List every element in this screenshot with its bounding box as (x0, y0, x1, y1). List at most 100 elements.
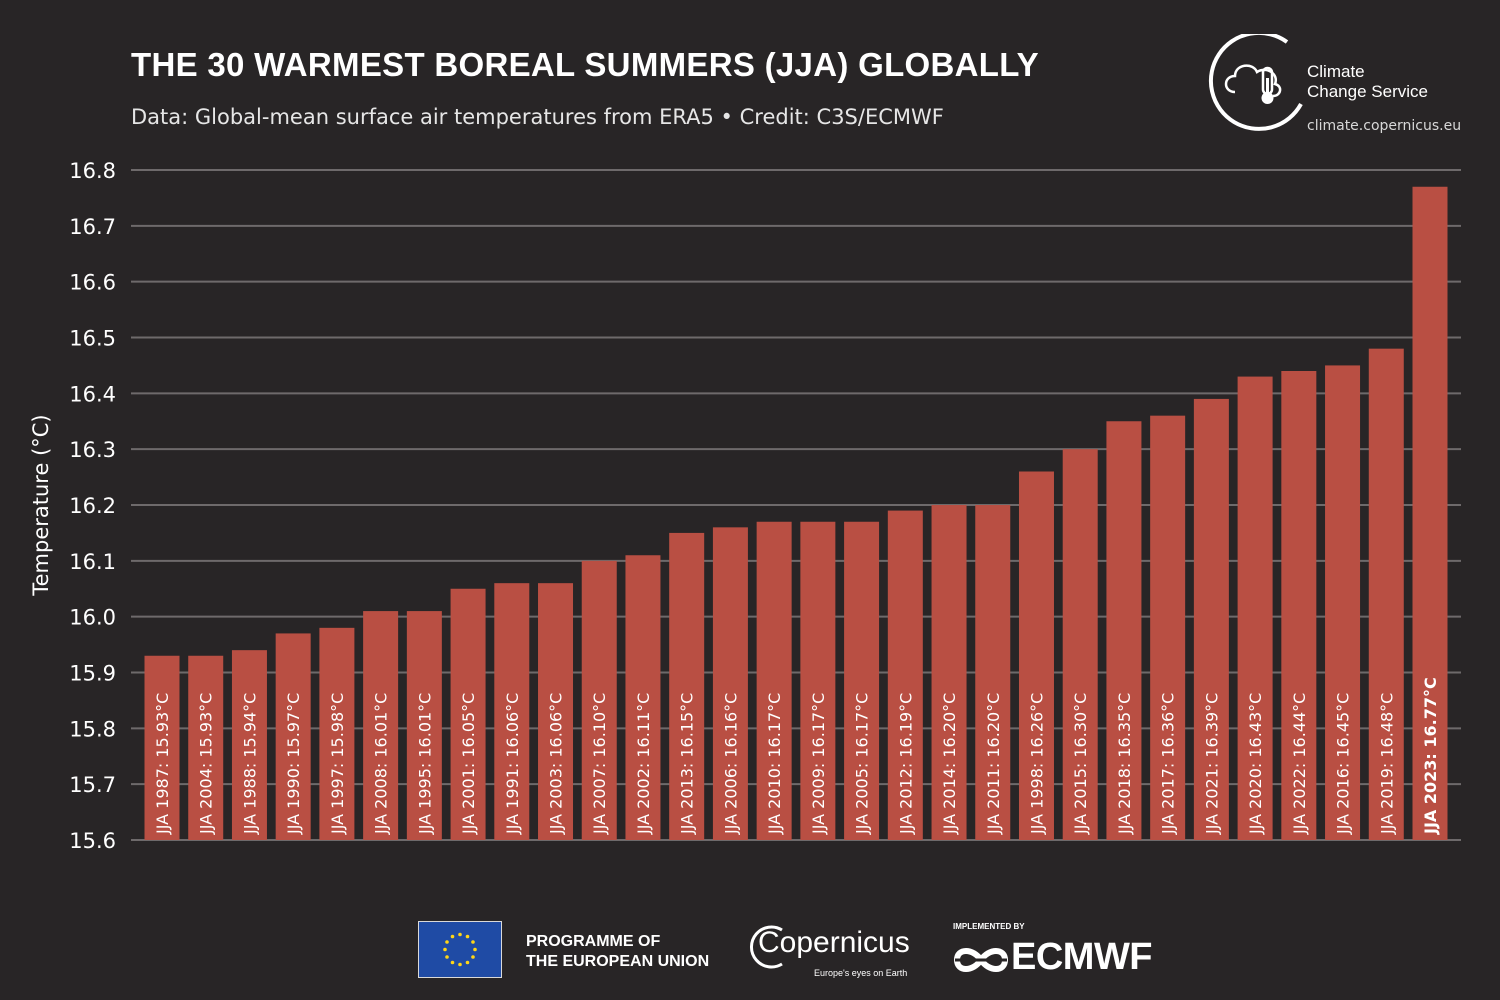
eu-flag-icon (418, 921, 502, 978)
y-tick-label: 16.3 (69, 438, 116, 462)
bar[interactable] (188, 655, 224, 840)
bar[interactable] (1281, 371, 1317, 840)
bar-label: JJA 2018: 16.35°C (1115, 693, 1134, 835)
bar[interactable] (581, 560, 617, 840)
bar[interactable] (1412, 186, 1448, 840)
c3s-name-line2: Change Service (1307, 82, 1428, 101)
bar-label: JJA 2019: 16.48°C (1377, 693, 1396, 835)
y-tick-label: 15.9 (69, 662, 116, 686)
bar-labels: JJA 1987: 15.93°C JJA 2004: 15.93°C JJA 19… (153, 677, 1440, 835)
bar-label: JJA 2001: 16.05°C (459, 693, 478, 835)
copernicus-word: Copernicus (758, 926, 910, 959)
y-tick-label: 15.6 (69, 829, 116, 853)
bar-label: JJA 2005: 16.17°C (853, 693, 872, 835)
bar-label: JJA 2009: 16.17°C (809, 693, 828, 835)
bar-label: JJA 2020: 16.43°C (1246, 693, 1265, 835)
bar-label: JJA 2014: 16.20°C (940, 693, 959, 835)
bar-label: JJA 1991: 16.06°C (503, 693, 522, 835)
bar[interactable] (1368, 348, 1404, 840)
c3s-name: Climate Change Service (1307, 62, 1487, 102)
implemented-by-label: IMPLEMENTED BY (953, 922, 1025, 931)
bar[interactable] (494, 583, 530, 840)
bar[interactable] (756, 521, 792, 840)
bar-label: JJA 1990: 15.97°C (284, 693, 303, 835)
eu-star-icon (445, 940, 449, 944)
bar[interactable] (1062, 449, 1098, 840)
bars (144, 186, 1448, 841)
y-tick-label: 16.4 (69, 382, 116, 406)
eu-star-icon (471, 955, 475, 959)
bar[interactable] (275, 633, 311, 840)
bar[interactable] (844, 521, 880, 840)
bar[interactable] (712, 527, 748, 840)
bar-label: JJA 2011: 16.20°C (984, 693, 1003, 835)
y-tick-label: 16.1 (69, 550, 116, 574)
bar[interactable] (538, 583, 574, 840)
c3s-url[interactable]: climate.copernicus.eu (1307, 118, 1462, 134)
c3s-name-line1: Climate (1307, 62, 1365, 81)
bar[interactable] (231, 650, 267, 840)
bar-label: JJA 2007: 16.10°C (590, 693, 609, 835)
eu-star-icon (450, 934, 455, 939)
bar-label: JJA 1995: 16.01°C (415, 693, 434, 835)
eu-star-icon (458, 932, 462, 937)
y-tick-label: 16.7 (69, 215, 116, 239)
y-tick-label: 16.5 (69, 327, 116, 351)
ecmwf-word: ECMWF (1011, 936, 1153, 978)
eu-star-icon (465, 960, 470, 965)
y-tick-label: 16.6 (69, 271, 116, 295)
eu-star-icon (443, 947, 447, 952)
bar[interactable] (450, 588, 486, 840)
eu-line1: PROGRAMME OF (526, 933, 661, 950)
bar[interactable] (363, 611, 399, 840)
eu-star-icon (458, 962, 462, 967)
thermometer-cloud-icon (1208, 34, 1303, 131)
bar-label: JJA 2012: 16.19°C (896, 693, 915, 835)
bar[interactable] (1150, 415, 1186, 840)
bar-label: JJA 2015: 16.30°C (1071, 693, 1090, 835)
bar-label: JJA 2002: 16.11°C (634, 693, 653, 835)
bar-label: JJA 2023: 16.77°C (1421, 677, 1440, 835)
bar[interactable] (144, 655, 180, 840)
bar[interactable] (669, 532, 705, 840)
y-tick-label: 16.8 (69, 159, 116, 183)
bar-label: JJA 2022: 16.44°C (1290, 693, 1309, 835)
bar-label: JJA 1987: 15.93°C (153, 693, 172, 835)
eu-star-icon (465, 934, 470, 939)
ecmwf-waves-icon (953, 948, 1009, 972)
bar-label: JJA 2008: 16.01°C (372, 693, 391, 835)
eu-star-icon (450, 960, 455, 965)
bar-label: JJA 2010: 16.17°C (765, 693, 784, 835)
copernicus-tagline: Europe's eyes on Earth (814, 968, 908, 978)
y-tick-label: 16.2 (69, 494, 116, 518)
y-tick-label: 15.7 (69, 773, 116, 797)
bar[interactable] (406, 611, 442, 840)
copernicus-logo[interactable]: Copernicus Europe's eyes on Earth (748, 920, 918, 982)
bar[interactable] (1106, 421, 1142, 840)
ecmwf-logo[interactable]: IMPLEMENTED BY ECMWF (953, 922, 1183, 982)
bar[interactable] (800, 521, 836, 840)
bar-label: JJA 2004: 15.93°C (197, 693, 216, 835)
bar[interactable] (887, 510, 923, 840)
bar[interactable] (1237, 376, 1273, 840)
bar-label: JJA 2013: 16.15°C (678, 693, 697, 835)
bar[interactable] (975, 505, 1011, 840)
bar[interactable] (1018, 471, 1054, 841)
bar[interactable] (1193, 398, 1229, 840)
bar[interactable] (931, 505, 967, 840)
c3s-logo[interactable]: Climate Change Service climate.copernicu… (1205, 34, 1495, 134)
eu-line2: THE EUROPEAN UNION (526, 953, 710, 970)
bar-label: JJA 2016: 16.45°C (1334, 693, 1353, 835)
bar[interactable] (1325, 365, 1361, 840)
eu-programme-text: PROGRAMME OF THE EUROPEAN UNION (526, 932, 746, 972)
bar-label: JJA 2017: 16.36°C (1159, 693, 1178, 835)
copernicus-c-icon (750, 925, 783, 969)
bar[interactable] (319, 627, 355, 840)
bar[interactable] (625, 555, 661, 840)
bar-label: JJA 2021: 16.39°C (1202, 693, 1221, 835)
chart-subtitle: Data: Global-mean surface air temperatur… (131, 105, 944, 129)
eu-star-icon (445, 955, 449, 959)
bar-label: JJA 1998: 16.26°C (1027, 693, 1046, 835)
y-tick-labels: 15.6 15.7 15.8 15.9 16.0 16.1 16.2 16.3 16.4 16.5… (69, 159, 116, 853)
bar-label: JJA 1997: 15.98°C (328, 693, 347, 835)
